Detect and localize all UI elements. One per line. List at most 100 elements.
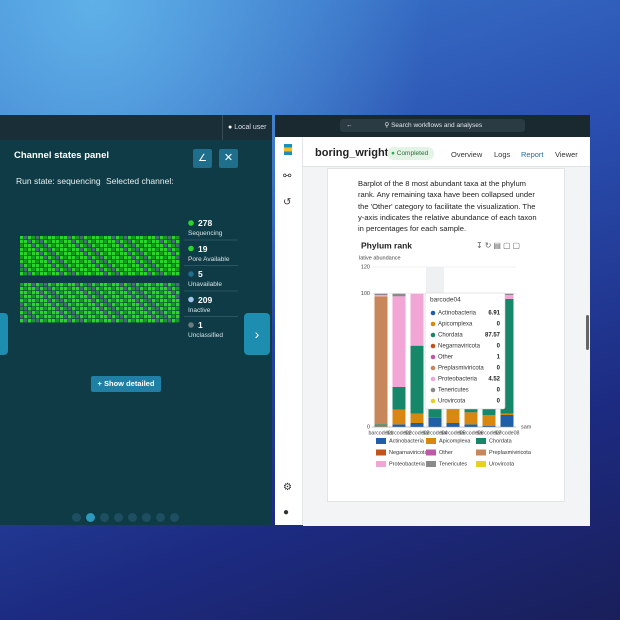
channel-cell — [88, 315, 92, 319]
channel-cell — [120, 268, 124, 272]
channel-cell — [148, 283, 152, 287]
channel-cell — [48, 291, 52, 295]
channel-cell — [168, 252, 172, 256]
channel-cell — [64, 311, 68, 315]
channel-cell — [84, 264, 88, 268]
channel-cell — [32, 311, 36, 315]
scrollbar[interactable] — [586, 315, 589, 350]
channel-cell — [20, 319, 24, 323]
show-detailed-button[interactable]: + Show detailed — [91, 376, 161, 392]
channel-cell — [68, 303, 72, 307]
channel-cell — [92, 307, 96, 311]
channel-cell — [112, 287, 116, 291]
channel-cell — [172, 272, 176, 276]
channel-cell — [132, 303, 136, 307]
page-dot[interactable] — [142, 513, 151, 522]
channel-cell — [48, 256, 52, 260]
channel-cell — [104, 244, 108, 248]
next-button[interactable]: › — [244, 313, 270, 355]
bar-segment — [482, 425, 496, 427]
channel-cell — [164, 299, 168, 303]
channel-cell — [84, 319, 88, 323]
account-icon[interactable]: ● — [283, 507, 290, 518]
workflow-icon[interactable]: ⚯ — [283, 171, 292, 182]
tab[interactable]: Logs — [494, 150, 511, 159]
channel-cell — [164, 291, 168, 295]
channel-cell — [112, 260, 116, 264]
channel-cell — [80, 264, 84, 268]
channel-cell — [76, 256, 80, 260]
channel-cell — [92, 299, 96, 303]
y-tick-label: 100 — [361, 291, 370, 297]
channel-cell — [36, 283, 40, 287]
page-dot[interactable] — [114, 513, 123, 522]
channel-cell — [100, 299, 104, 303]
channel-cell — [44, 315, 48, 319]
channel-cell — [40, 236, 44, 240]
tab[interactable]: Overview — [451, 150, 483, 159]
settings-icon[interactable]: ⚙ — [283, 482, 292, 493]
channel-cell — [156, 256, 160, 260]
page-dot[interactable] — [170, 513, 179, 522]
channel-cell — [68, 291, 72, 295]
channel-cell — [64, 264, 68, 268]
channel-cell — [60, 264, 64, 268]
channel-cell — [36, 307, 40, 311]
search-box[interactable]: ← ⚲ Search workflows and analyses — [340, 119, 525, 132]
prev-button[interactable] — [0, 313, 8, 355]
bar-segment — [410, 293, 424, 346]
channel-cell — [160, 240, 164, 244]
chart-toolbar[interactable]: ↧↻▤▢▢ — [476, 241, 523, 250]
close-button[interactable]: ✕ — [219, 149, 238, 168]
tooltip-dot — [430, 332, 436, 338]
channel-cell — [68, 283, 72, 287]
channel-cell — [24, 319, 28, 323]
page-dot[interactable] — [86, 513, 95, 522]
channel-cell — [144, 264, 148, 268]
channel-cell — [56, 319, 60, 323]
channel-cell — [88, 244, 92, 248]
channel-cell — [36, 236, 40, 240]
channel-cell — [52, 283, 56, 287]
channel-cell — [172, 260, 176, 264]
channel-cell — [120, 244, 124, 248]
user-label[interactable]: ● Local user — [228, 124, 267, 131]
channel-cell — [56, 272, 60, 276]
channel-cell — [72, 295, 76, 299]
page-dot[interactable] — [100, 513, 109, 522]
channel-cell — [120, 248, 124, 252]
tab[interactable]: Viewer — [555, 150, 578, 159]
edit-button[interactable]: ∠ — [193, 149, 212, 168]
channel-cell — [120, 260, 124, 264]
bar-segment — [464, 412, 478, 425]
page-dot[interactable] — [72, 513, 81, 522]
page-dot[interactable] — [128, 513, 137, 522]
channel-cell — [120, 240, 124, 244]
channel-cell — [152, 307, 156, 311]
bar-segment — [374, 425, 388, 427]
tab-active[interactable]: Report — [521, 150, 544, 159]
channel-cell — [32, 303, 36, 307]
channel-cell — [88, 291, 92, 295]
page-dot[interactable] — [156, 513, 165, 522]
channel-cell — [60, 283, 64, 287]
channel-cell — [100, 315, 104, 319]
channel-cell — [172, 268, 176, 272]
channel-cell — [92, 256, 96, 260]
channel-cell — [176, 291, 180, 295]
channel-cell — [108, 244, 112, 248]
channel-cell — [116, 272, 120, 276]
tooltip-name: Other — [438, 355, 453, 361]
channel-cell — [64, 236, 68, 240]
channel-cell — [76, 287, 80, 291]
channel-cell — [72, 319, 76, 323]
app-logo[interactable] — [284, 144, 292, 155]
channel-cell — [76, 268, 80, 272]
channel-cell — [24, 252, 28, 256]
history-icon[interactable]: ↺ — [283, 197, 292, 208]
channel-cell — [140, 287, 144, 291]
channel-cell — [128, 311, 132, 315]
channel-cell — [176, 268, 180, 272]
channel-cell — [24, 248, 28, 252]
channel-cell — [136, 248, 140, 252]
